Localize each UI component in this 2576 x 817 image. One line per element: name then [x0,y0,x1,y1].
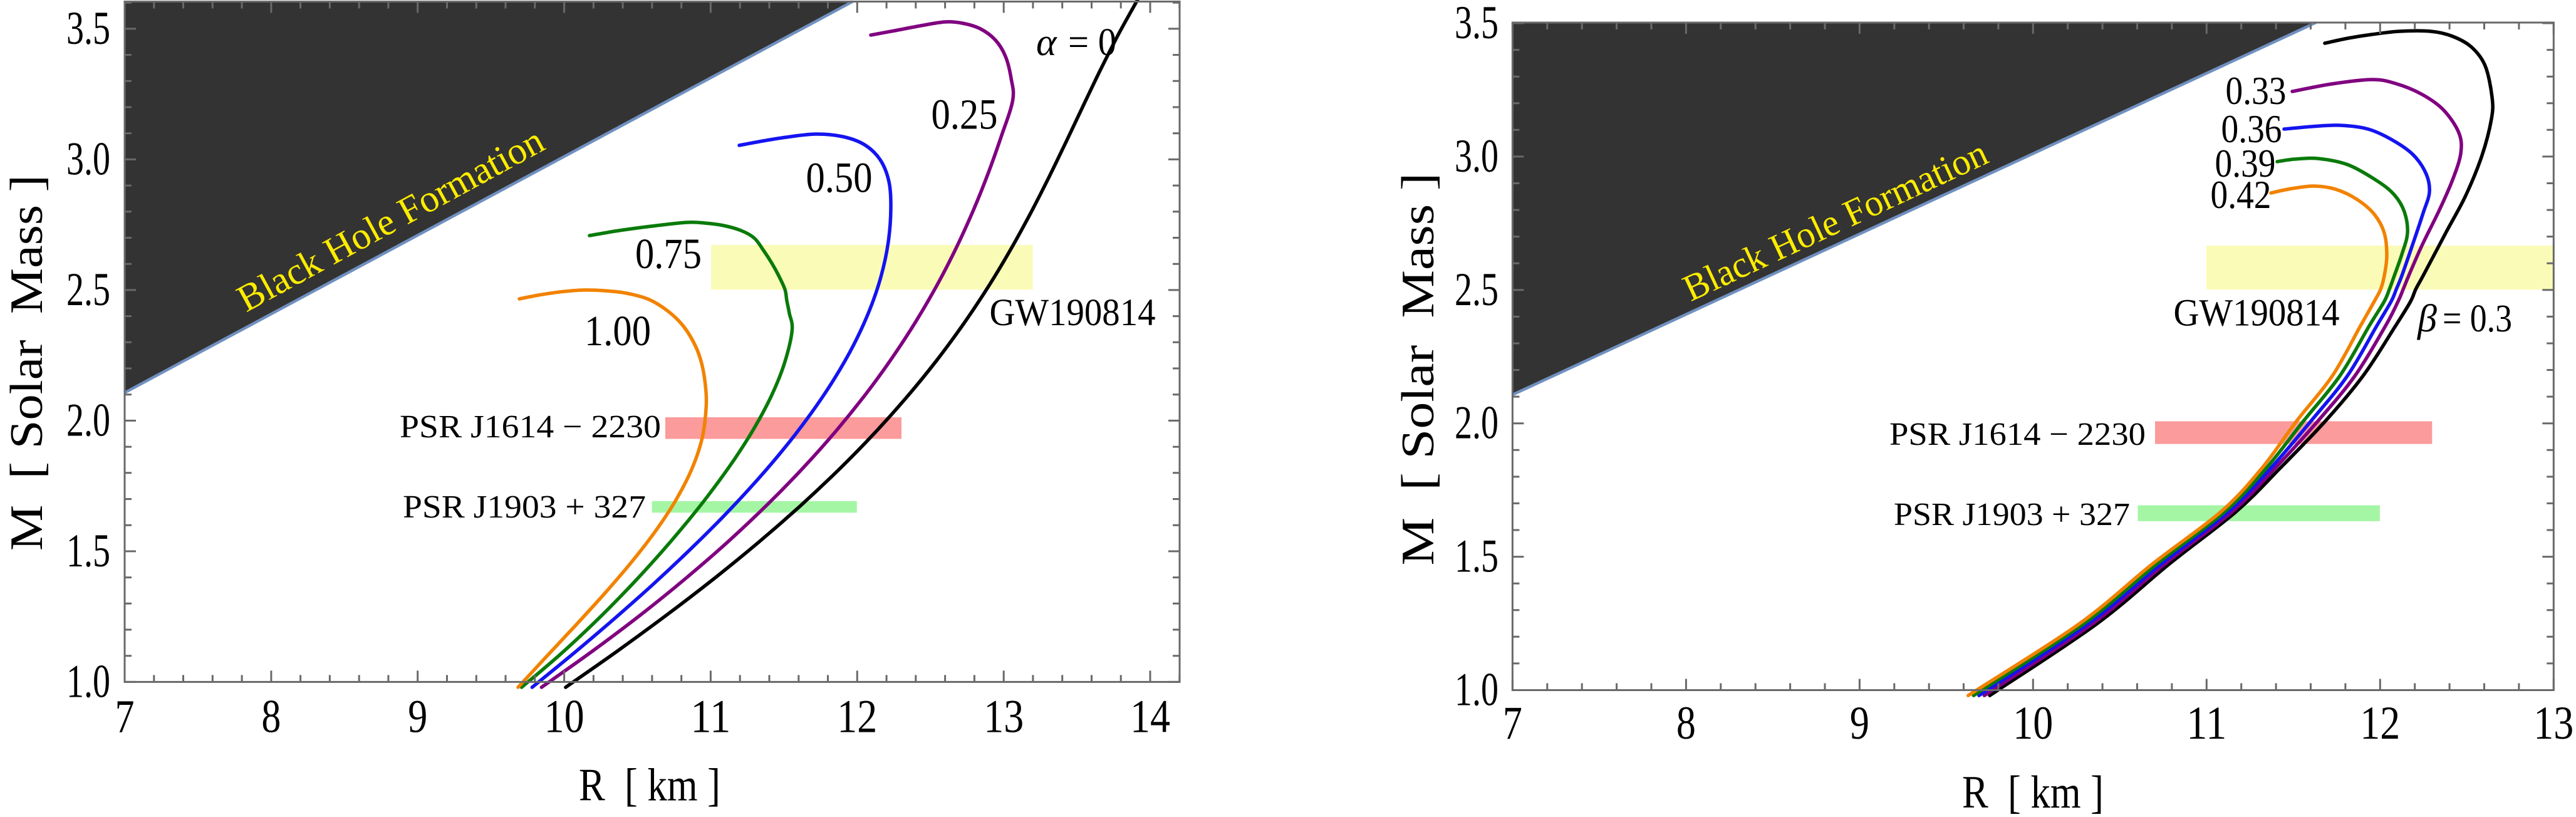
svg-text:2.0: 2.0 [66,394,110,446]
svg-text:M [ Solar Mass ]: M [ Solar Mass ] [1,175,53,551]
svg-text:M [ Solar Mass ]: M [ Solar Mass ] [1393,173,1444,566]
svg-text:PSR J1903 + 327: PSR J1903 + 327 [403,489,646,525]
svg-text:11: 11 [690,691,730,743]
svg-text:β: β [2417,298,2437,340]
svg-text:GW190814: GW190814 [990,292,1156,334]
svg-text:3.0: 3.0 [66,133,110,185]
svg-text:α: α [1036,21,1057,64]
svg-text:1.0: 1.0 [1455,664,1498,716]
svg-text:8: 8 [261,691,281,743]
svg-text:13: 13 [984,691,1024,743]
svg-text:13: 13 [2533,697,2573,749]
svg-text:0.33: 0.33 [2226,68,2287,113]
svg-text:10: 10 [544,691,584,743]
svg-text:2.5: 2.5 [66,264,110,316]
svg-text:3.5: 3.5 [1455,0,1498,49]
svg-text:1.0: 1.0 [66,655,110,707]
svg-text:0.75: 0.75 [635,230,702,278]
svg-text:12: 12 [2360,697,2400,749]
svg-text:R [ km ]: R [ km ] [579,760,720,811]
svg-text:1.00: 1.00 [584,307,651,355]
svg-text:8: 8 [1676,697,1696,749]
svg-text:11: 11 [2186,697,2226,749]
svg-text:= 0.3: = 0.3 [2443,298,2512,340]
svg-text:2.0: 2.0 [1455,397,1498,449]
svg-text:0.36: 0.36 [2221,107,2282,151]
svg-text:9: 9 [1850,697,1869,749]
svg-text:10: 10 [2013,697,2053,749]
svg-text:12: 12 [837,691,877,743]
svg-text:7: 7 [1503,697,1522,749]
svg-text:R [ km ]: R [ km ] [1962,767,2104,814]
svg-text:9: 9 [408,691,427,743]
svg-text:0.50: 0.50 [806,154,873,202]
svg-text:PSR J1614 − 2230: PSR J1614 − 2230 [1889,417,2146,452]
svg-text:PSR J1903 + 327: PSR J1903 + 327 [1894,497,2130,533]
svg-text:7: 7 [115,691,135,743]
svg-text:3.5: 3.5 [66,3,110,55]
svg-text:GW190814: GW190814 [2174,293,2340,335]
svg-text:14: 14 [1130,691,1170,743]
svg-text:0.39: 0.39 [2215,141,2276,185]
svg-text:0.25: 0.25 [932,91,998,138]
svg-text:PSR J1614 − 2230: PSR J1614 − 2230 [400,409,661,445]
svg-text:3.0: 3.0 [1455,130,1498,182]
svg-text:1.5: 1.5 [1455,531,1498,583]
svg-text:2.5: 2.5 [1455,264,1498,316]
svg-text:= 0: = 0 [1068,21,1116,64]
svg-text:0.42: 0.42 [2211,172,2272,217]
svg-text:1.5: 1.5 [66,525,110,577]
